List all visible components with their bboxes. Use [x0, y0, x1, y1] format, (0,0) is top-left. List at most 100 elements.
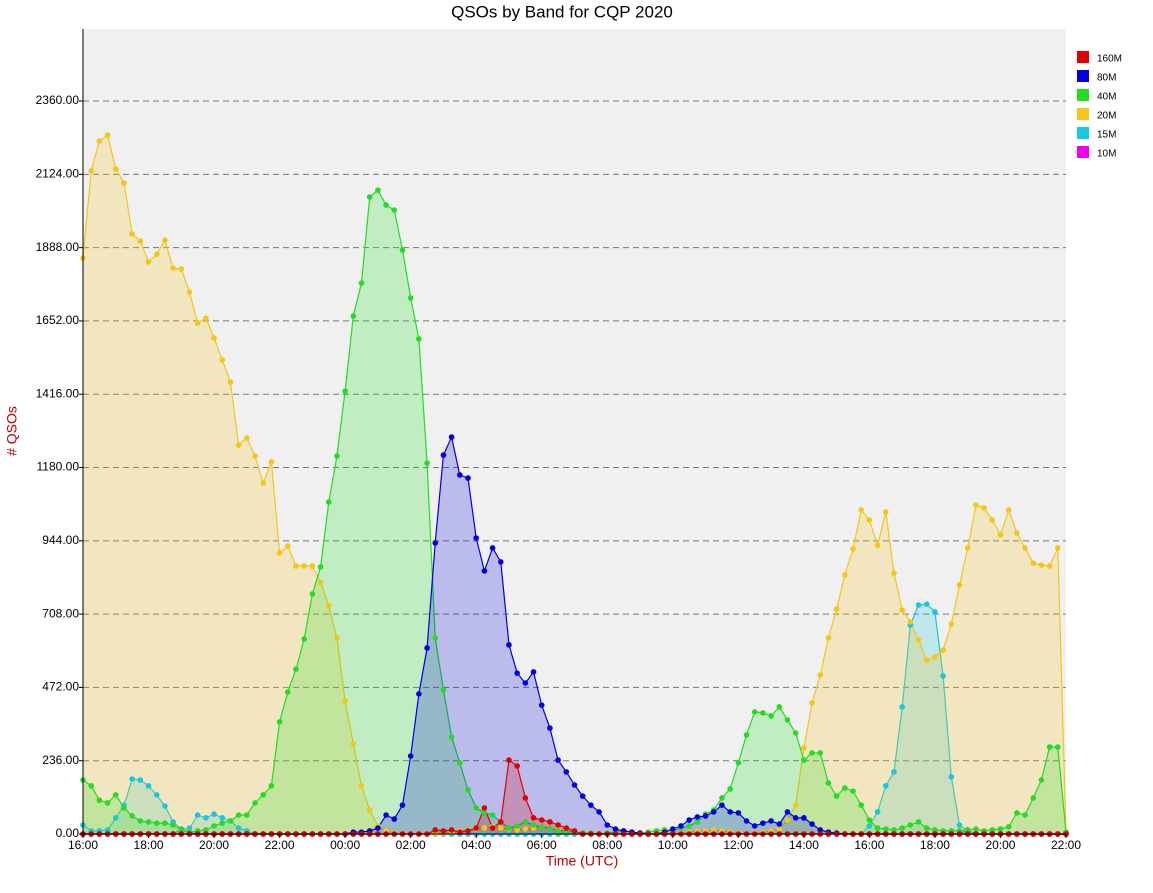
- x-tick-label: 04:00: [461, 838, 491, 852]
- point: [203, 815, 209, 821]
- point: [964, 827, 971, 833]
- point: [497, 825, 504, 831]
- point: [801, 815, 807, 821]
- point: [776, 704, 783, 710]
- point: [907, 619, 914, 625]
- point: [915, 637, 922, 643]
- point: [88, 168, 94, 174]
- point: [784, 717, 791, 723]
- point: [686, 817, 692, 823]
- point: [522, 826, 529, 832]
- point: [670, 826, 676, 832]
- point: [424, 460, 430, 466]
- y-tick-label: 1416.00: [36, 386, 80, 400]
- point: [792, 802, 799, 808]
- point: [334, 453, 340, 459]
- point: [268, 783, 275, 789]
- point: [956, 822, 963, 828]
- point: [538, 824, 545, 830]
- point: [211, 811, 217, 817]
- point: [112, 166, 119, 172]
- point: [235, 825, 242, 831]
- point: [842, 785, 848, 791]
- point: [1014, 810, 1020, 816]
- point: [596, 809, 602, 815]
- point: [989, 517, 996, 523]
- point: [1005, 824, 1012, 830]
- point: [899, 825, 905, 831]
- legend-label: 10M: [1097, 149, 1116, 160]
- point: [1030, 560, 1037, 566]
- point: [547, 725, 553, 731]
- point: [473, 535, 480, 541]
- point: [710, 827, 717, 833]
- point: [497, 559, 504, 565]
- point: [817, 672, 824, 678]
- point: [588, 802, 594, 808]
- point: [817, 827, 824, 833]
- point: [489, 545, 496, 551]
- x-tick-label: 20:00: [199, 838, 229, 852]
- point: [571, 782, 578, 788]
- point: [538, 817, 545, 823]
- point: [997, 532, 1004, 538]
- point: [1005, 507, 1012, 513]
- point: [964, 545, 971, 551]
- point: [211, 823, 217, 829]
- point: [1022, 545, 1028, 551]
- point: [784, 809, 791, 815]
- point: [891, 827, 897, 833]
- point: [170, 822, 176, 828]
- point: [874, 809, 881, 815]
- x-tick-label: 14:00: [789, 838, 819, 852]
- point: [473, 825, 480, 831]
- point: [1046, 563, 1053, 569]
- y-tick-label: 0.00: [56, 826, 80, 840]
- point: [809, 700, 815, 706]
- point: [145, 783, 152, 789]
- point: [203, 315, 209, 321]
- y-tick-label: 1652.00: [36, 313, 80, 327]
- point: [432, 827, 439, 833]
- y-tick-label: 708.00: [42, 606, 79, 620]
- point: [973, 502, 979, 508]
- point: [481, 805, 488, 811]
- point: [727, 809, 733, 815]
- point: [276, 550, 283, 556]
- point: [440, 452, 447, 458]
- point: [694, 819, 701, 825]
- point: [465, 828, 471, 834]
- point: [686, 823, 692, 829]
- point: [882, 509, 889, 515]
- legend: 160M 80M 40M 20M 15M 10M: [1077, 51, 1122, 160]
- point: [932, 827, 938, 833]
- point: [882, 826, 889, 832]
- point: [153, 820, 160, 826]
- point: [514, 823, 520, 829]
- point: [915, 819, 922, 825]
- point: [129, 813, 135, 819]
- point: [809, 750, 815, 756]
- point: [481, 568, 488, 574]
- point: [604, 822, 611, 828]
- y-tick-label: 1888.00: [36, 240, 80, 254]
- point: [473, 805, 480, 811]
- point: [1055, 744, 1061, 750]
- point: [325, 603, 332, 609]
- point: [858, 802, 865, 808]
- point: [432, 635, 439, 641]
- point: [940, 673, 946, 679]
- point: [522, 680, 529, 686]
- point: [227, 818, 234, 824]
- point: [891, 570, 897, 576]
- x-tick-label: 22:00: [1051, 838, 1081, 852]
- legend-swatch: [1077, 70, 1089, 82]
- point: [506, 642, 512, 648]
- point: [571, 828, 578, 834]
- point: [178, 827, 185, 833]
- point: [497, 819, 504, 825]
- point: [186, 825, 193, 831]
- point: [874, 542, 881, 548]
- point: [153, 792, 160, 798]
- point: [465, 475, 471, 481]
